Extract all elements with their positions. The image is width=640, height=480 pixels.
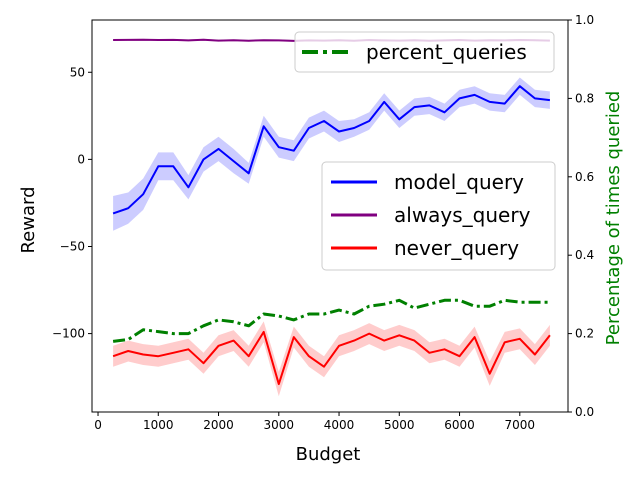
y2-tick-label: 1.0 [575,13,594,27]
legend-reward-series: model_query always_query never_query [321,161,556,271]
x-tick-label: 6000 [444,418,475,432]
legend-label-model_query: model_query [394,170,524,194]
y-axis-left: 50 0 −50 −100 [52,65,92,341]
x-tick-label: 3000 [264,418,295,432]
y-axis-right: 0.0 0.2 0.4 0.6 0.8 1.0 [568,13,594,419]
legend-box [321,161,556,271]
y-tick-label: 0 [77,152,85,166]
x-tick-label: 0 [94,418,102,432]
legend-percent-queries: percent_queries [294,31,555,73]
y2-tick-label: 0.6 [575,170,594,184]
plot-border [91,19,569,413]
plot-frame [91,19,569,413]
x-axis-title: Budget [296,444,361,465]
model_query-band [113,77,550,231]
percent_queries-line [112,298,550,343]
y2-tick-label: 0.8 [575,91,594,105]
y-tick-label: −100 [52,327,85,341]
never_query-band [113,321,550,397]
y-tick-label: 50 [70,65,85,79]
y2-tick-label: 0.4 [575,248,594,262]
x-tick-label: 4000 [324,418,355,432]
x-axis: 0 1000 2000 3000 4000 5000 6000 7000 [94,412,535,432]
y2-axis-title: Percentage of times queried [603,91,624,346]
y2-tick-label: 0.0 [575,405,594,419]
x-tick-label: 1000 [143,418,174,432]
x-tick-label: 2000 [203,418,234,432]
y-axis-title: Reward [18,186,39,253]
y2-tick-label: 0.2 [575,327,594,341]
legend-label-always_query: always_query [394,203,531,227]
x-tick-label: 7000 [505,418,536,432]
y-tick-label: −50 [60,239,85,253]
legend-label-never_query: never_query [394,236,519,260]
legend-box [294,31,555,73]
model_query-line [112,85,551,215]
never_query-line [112,330,551,386]
x-tick-label: 5000 [384,418,415,432]
legend-label-percent_queries: percent_queries [366,40,527,64]
